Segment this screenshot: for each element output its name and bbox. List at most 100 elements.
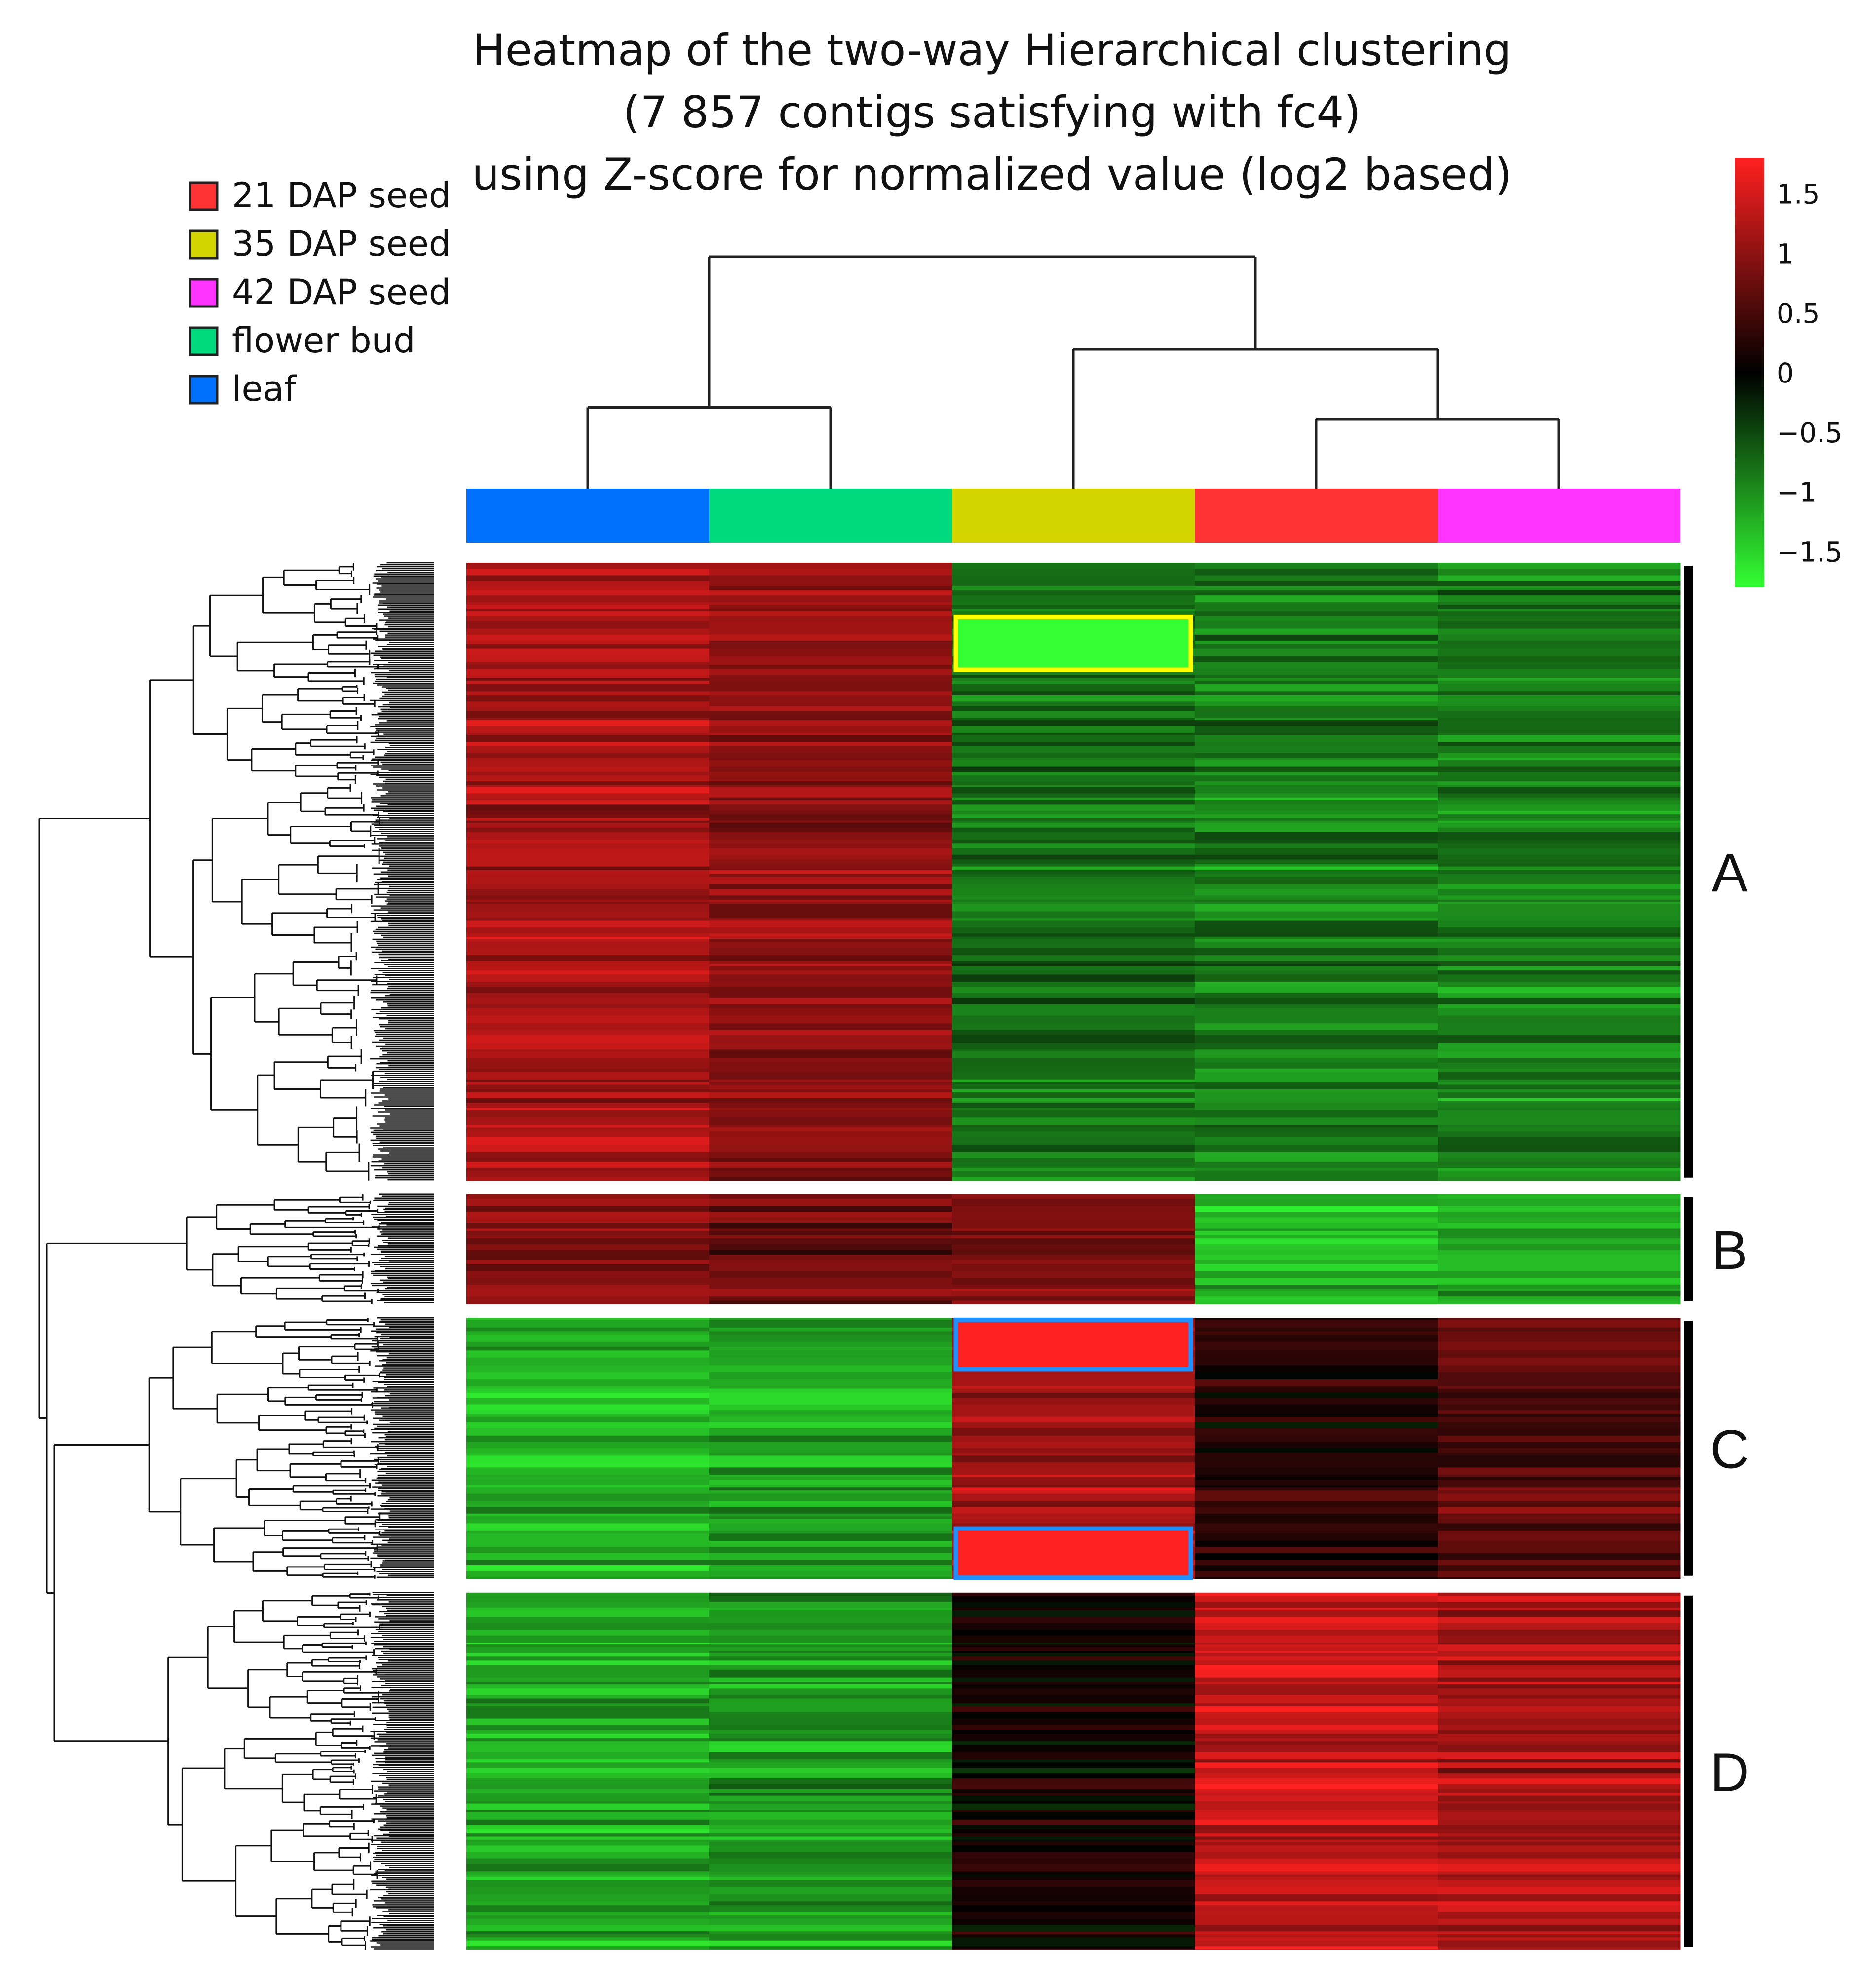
heatmap-cell [466,1773,710,1779]
heatmap-cell [952,684,1195,692]
heatmap-cell [1195,1284,1438,1289]
heatmap-cell [466,1331,710,1335]
heatmap-cell [709,1912,952,1916]
heatmap-cell [952,1644,1195,1648]
heatmap-cell [1438,859,1681,864]
heatmap-cell [709,820,952,823]
heatmap-cell [709,1484,952,1488]
heatmap-cell [952,1682,1195,1685]
heatmap-cell [1195,1519,1438,1524]
heatmap-cell [1438,1905,1681,1912]
heatmap-cell [709,1915,952,1919]
heatmap-cell [466,840,710,844]
heatmap-cell [1195,1131,1438,1138]
heatmap-cell [709,1244,952,1251]
heatmap-cell [1438,1101,1681,1103]
heatmap-cell [709,884,952,889]
heatmap-cell [952,1784,1195,1790]
heatmap-cell [1195,1110,1438,1118]
heatmap-cell [709,920,952,928]
heatmap-cell [466,814,710,818]
heatmap-cell [1438,1015,1681,1024]
heatmap-cell [709,1300,952,1304]
heatmap-cell [952,814,1195,818]
heatmap-cell [709,563,952,569]
heatmap-cell [1195,947,1438,956]
heatmap-cell [709,1487,952,1491]
row-dendrogram [38,562,434,1950]
heatmap-cell [952,1162,1195,1168]
heatmap-cell [466,1946,710,1950]
heatmap-cell [1195,1644,1438,1648]
heatmap-cell [1195,1334,1438,1342]
heatmap-cell [1438,998,1681,1005]
heatmap-cell [1438,644,1681,649]
heatmap-cell [709,735,952,743]
heatmap-cell [709,1839,952,1842]
heatmap-cell [1438,1089,1681,1093]
heatmap-cell [1195,590,1438,596]
heatmap-cell [952,970,1195,975]
heatmap-cell [466,1428,710,1436]
heatmap-cell [1438,818,1681,821]
heatmap-cell [952,1768,1195,1774]
heatmap-cell [466,758,710,761]
heatmap-cell [1438,1271,1681,1278]
heatmap-cell [1438,678,1681,681]
heatmap-cell [709,701,952,707]
heatmap-cell [1438,595,1681,603]
highlight-block-outline [953,1317,1193,1372]
heatmap-cell [1195,758,1438,761]
heatmap-cell [952,982,1195,987]
colorbar-tick-label: 0.5 [1777,298,1820,329]
heatmap-cell [1195,575,1438,581]
heatmap-cell [952,1949,1195,1950]
heatmap-cell [1438,1643,1681,1645]
highlight-block-fill [956,617,1191,670]
heatmap-cell [1438,1168,1681,1171]
heatmap-cell [709,611,952,617]
heatmap-cell [466,675,710,678]
heatmap-cell [952,874,1195,878]
heatmap-cell [952,955,1195,962]
heatmap-cell [1195,662,1438,665]
heatmap-cell [1438,568,1681,576]
heatmap-cell [466,1296,710,1301]
heatmap-cell [1195,726,1438,733]
heatmap-cell [1195,1117,1438,1126]
heatmap-cell [466,1004,710,1009]
heatmap-cell [952,1819,1195,1826]
heatmap-cell [952,811,1195,815]
heatmap-cell [466,1547,710,1554]
heatmap-cell [466,904,710,912]
heatmap-cell [952,1484,1195,1488]
heatmap-cell [1438,1284,1681,1289]
heatmap-cell [709,998,952,1005]
heatmap-cell [952,1871,1195,1875]
heatmap-cell [1438,1255,1681,1260]
heatmap-cell [952,1877,1195,1880]
heatmap-cell [466,1244,710,1251]
heatmap-cell [709,1653,952,1657]
heatmap-cell [952,1833,1195,1837]
heatmap-cell [466,1880,710,1887]
heatmap-cell [709,1745,952,1752]
heatmap-cell [466,775,710,782]
heatmap-cell [1438,832,1681,840]
heatmap-cell [466,1810,710,1812]
heatmap-cell [1438,766,1681,772]
heatmap-cell [1195,1752,1438,1760]
heatmap-cell [1438,680,1681,685]
heatmap-cell [952,1035,1195,1043]
legend-swatch [189,375,219,405]
heatmap-cell [466,710,710,719]
heatmap-cell [1438,1145,1681,1153]
heatmap-cell [466,563,710,569]
heatmap-cell [1438,870,1681,874]
heatmap-cell [709,1801,952,1804]
heatmap-cell [1195,1925,1438,1932]
heatmap-cell [1438,1318,1681,1320]
heatmap-cell [709,581,952,586]
heatmap-cell [952,1712,1195,1719]
heatmap-cell [1438,1177,1681,1181]
